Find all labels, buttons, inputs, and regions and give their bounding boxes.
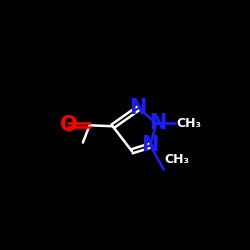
Text: N: N: [149, 113, 167, 133]
Text: O: O: [60, 115, 77, 135]
Text: N: N: [129, 98, 146, 118]
Text: CH₃: CH₃: [165, 153, 190, 166]
Text: N: N: [142, 134, 159, 154]
Text: CH₃: CH₃: [176, 117, 201, 130]
